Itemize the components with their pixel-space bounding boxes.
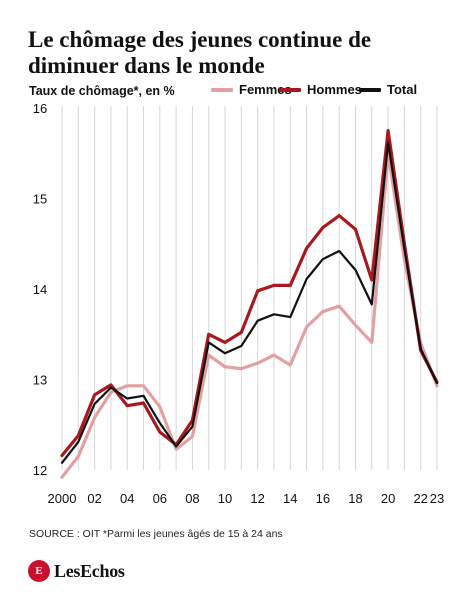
y-tick-label-13: 13	[33, 373, 47, 388]
legend-label-hommes: Hommes	[307, 82, 362, 97]
x-tick-label-23: 23	[430, 491, 444, 506]
x-tick-label-04: 04	[120, 491, 134, 506]
x-tick-label-16: 16	[316, 491, 330, 506]
x-tick-label-14: 14	[283, 491, 297, 506]
x-tick-label-2000: 2000	[48, 491, 77, 506]
x-tick-label-06: 06	[153, 491, 167, 506]
x-tick-label-02: 02	[87, 491, 101, 506]
les-echos-logo-icon: E	[28, 560, 50, 582]
series-line-hommes	[60, 129, 439, 458]
legend-label-total: Total	[387, 82, 418, 97]
line-chart: 12 13 14 15 16 2000 02 04 06 08 10 12 14 16 18 20 22 23	[33, 101, 444, 506]
chart-title: Le chômage des jeunes continue de diminu…	[28, 27, 372, 78]
legend-item-total: Total	[359, 82, 417, 97]
y-tick-label-12: 12	[33, 463, 47, 478]
brand-name: LesEchos	[54, 560, 125, 581]
series-line-femmes	[60, 151, 439, 479]
x-tick-label-12: 12	[250, 491, 264, 506]
y-axis-label: Taux de chômage*, en %	[29, 84, 175, 98]
legend-swatch-femmes	[211, 87, 233, 92]
y-tick-label-16: 16	[33, 101, 47, 116]
x-tick-label-20: 20	[381, 491, 395, 506]
x-tick-label-08: 08	[185, 491, 199, 506]
y-tick-label-14: 14	[33, 282, 47, 297]
series-line-total	[60, 141, 439, 464]
legend: Femmes Hommes Total	[0, 82, 474, 100]
legend-label-femmes: Femmes	[239, 82, 292, 97]
legend-item-femmes: Femmes	[211, 82, 292, 97]
x-tick-label-18: 18	[348, 491, 362, 506]
y-tick-label-15: 15	[33, 192, 47, 207]
legend-swatch-total	[359, 87, 381, 92]
legend-swatch-hommes	[279, 87, 301, 92]
x-tick-label-10: 10	[218, 491, 232, 506]
brand-logo: E LesEchos	[28, 560, 125, 582]
source-note: SOURCE : OIT *Parmi les jeunes âgés de 1…	[29, 528, 283, 540]
legend-item-hommes: Hommes	[279, 82, 362, 97]
x-tick-label-22: 22	[413, 491, 427, 506]
